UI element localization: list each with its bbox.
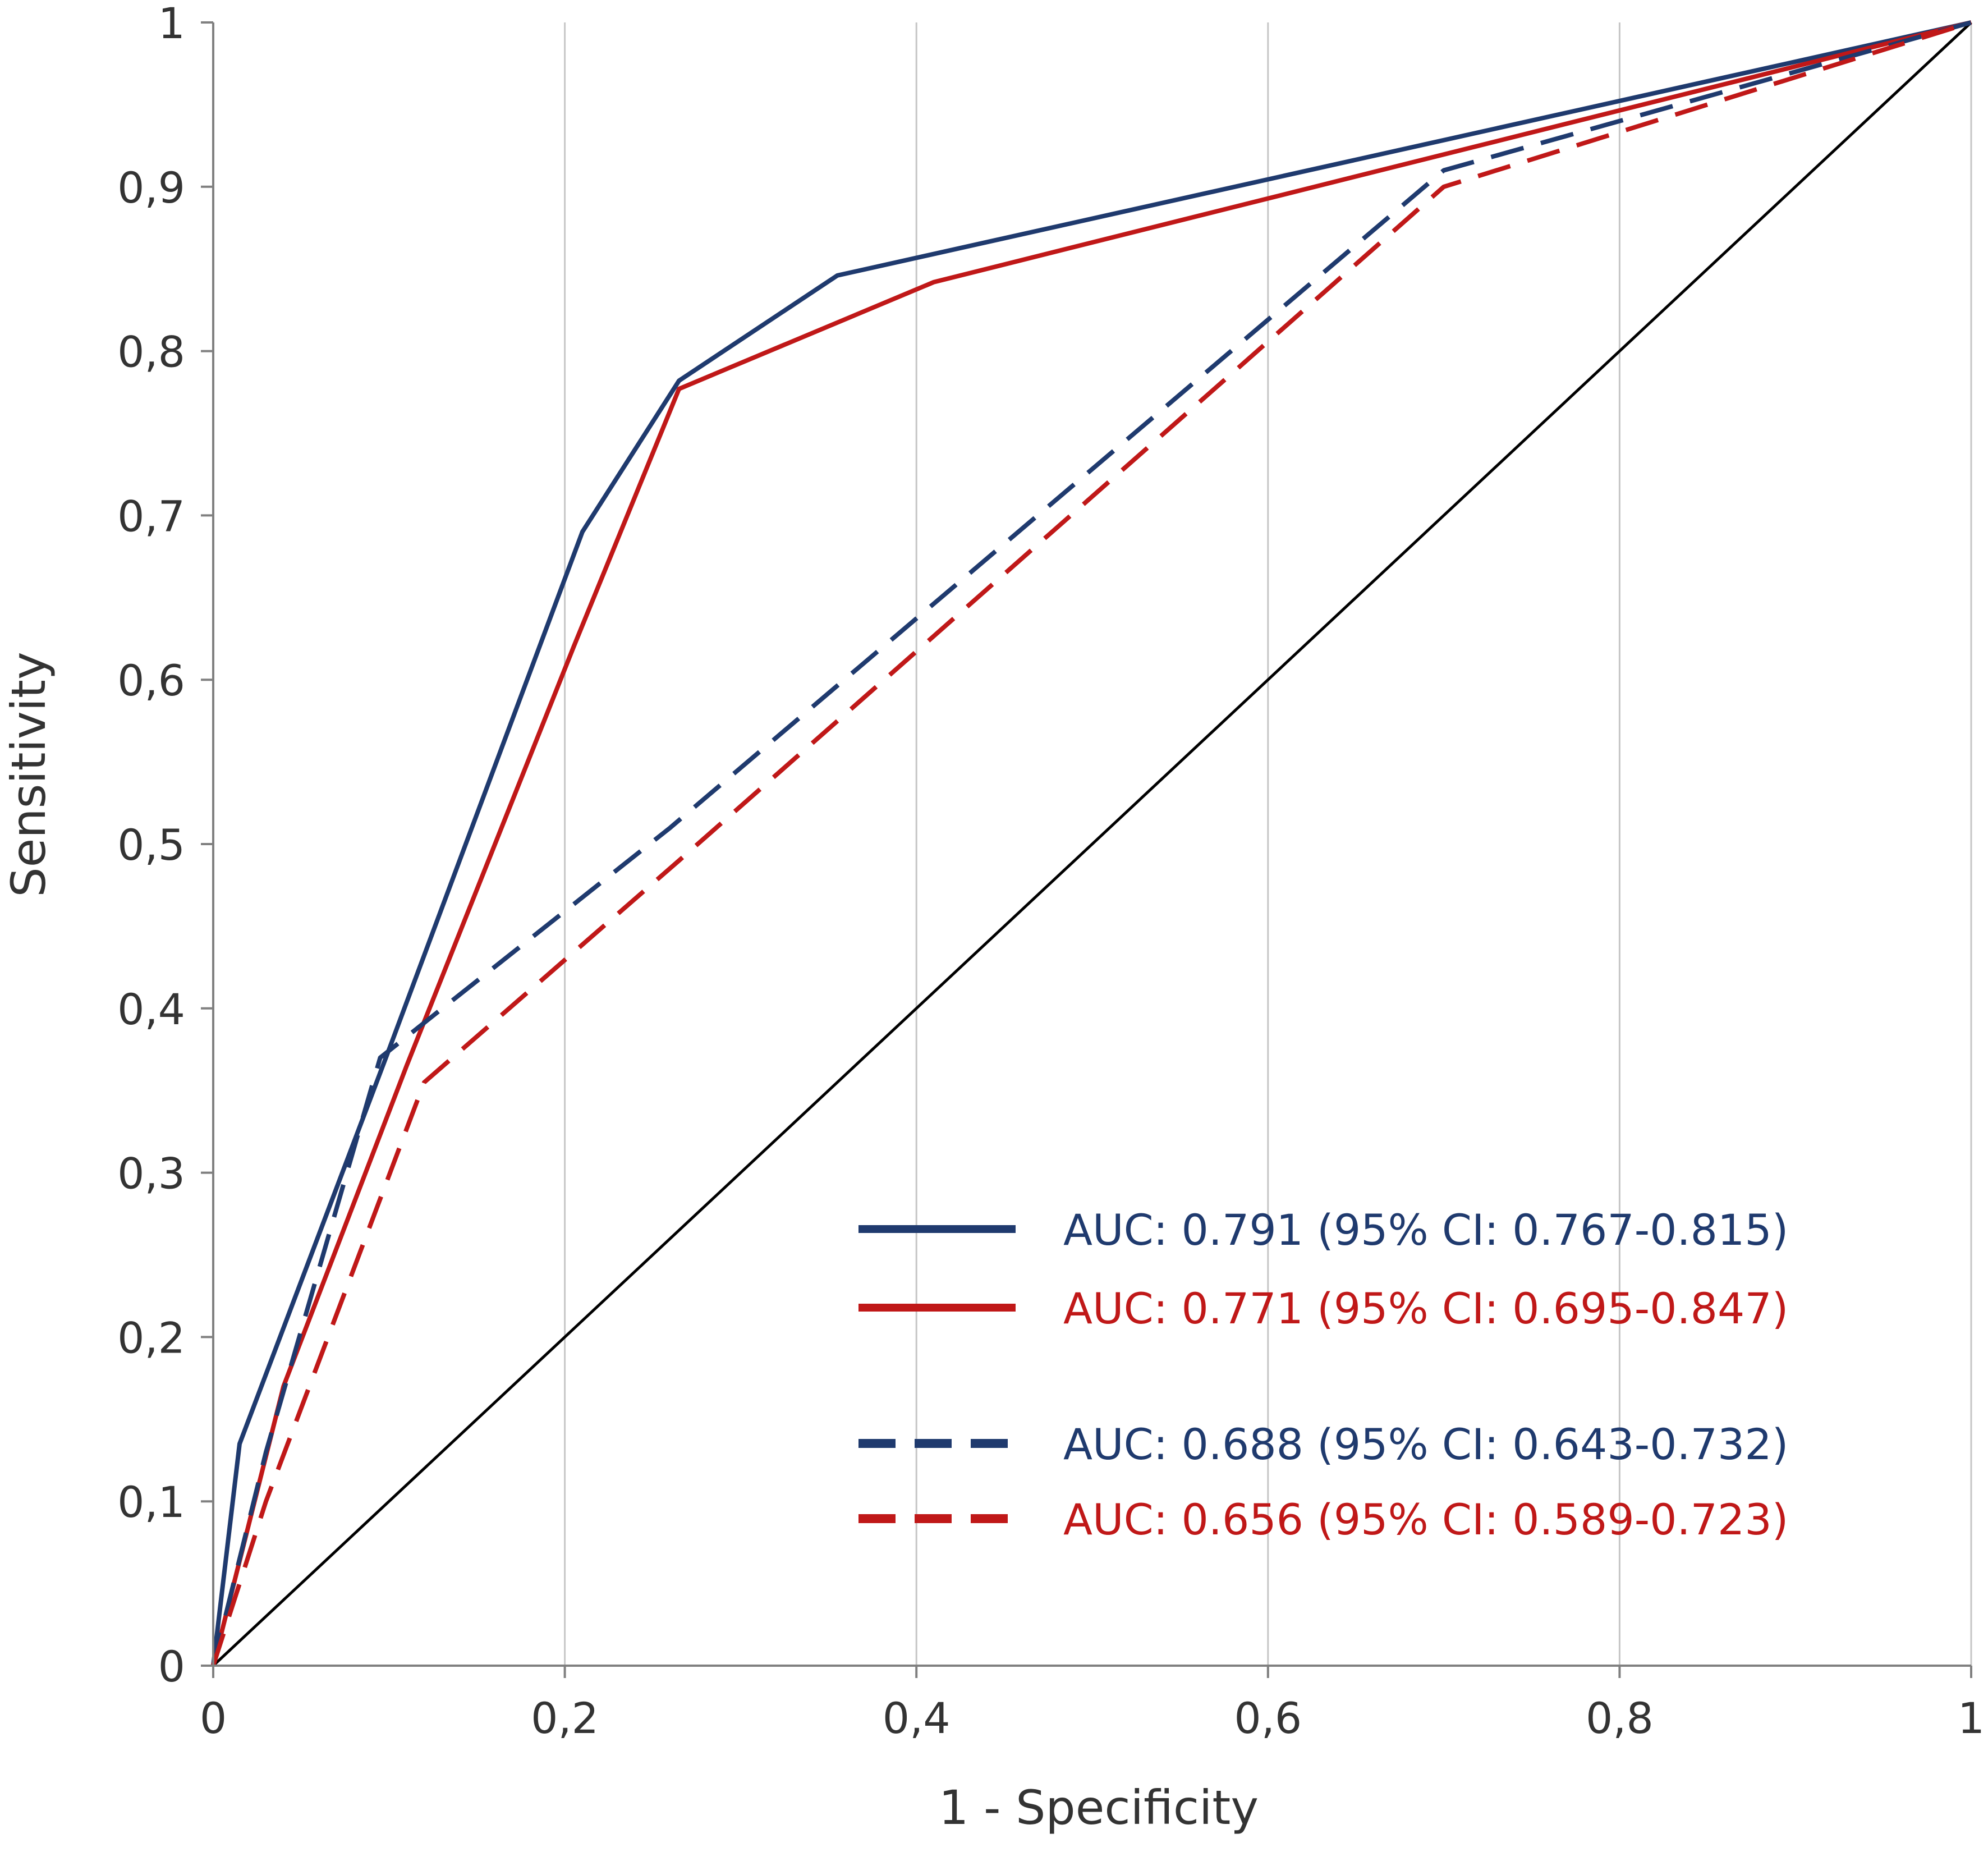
reference-diagonal-line [212, 21, 1972, 1667]
y-tick-label-3: 0,3 [117, 1149, 185, 1199]
y-tick-label-10: 1 [158, 0, 185, 48]
x-tick-label-0: 0 [200, 1693, 227, 1743]
series-line-2 [211, 20, 1972, 1666]
x-axis-label: 1 - Specificity [939, 1780, 1259, 1835]
axes [201, 21, 1972, 1678]
y-axis-label: Sensitivity [1, 652, 56, 897]
series-line-0 [211, 20, 1972, 1666]
x-tick-label-5: 1 [1958, 1693, 1985, 1743]
y-tick-label-8: 0,8 [117, 327, 185, 377]
legend: AUC: 0.791 (95% CI: 0.767-0.815) AUC: 0.7… [858, 1205, 1788, 1544]
y-tick-label-1: 0,1 [117, 1477, 185, 1527]
series-line-3 [211, 20, 1972, 1667]
y-tick-label-6: 0,6 [117, 655, 185, 705]
legend-label-3: AUC: 0.656 (95% CI: 0.589-0.723) [1063, 1495, 1788, 1544]
y-tick-label-4: 0,4 [117, 984, 185, 1034]
y-tick-label-9: 0,9 [117, 163, 185, 213]
tick-labels: 0 0,1 0,2 0,3 0,4 0,5 0,6 0,7 0,8 0,9 1 0 0,2 0,4 0,6 0… [117, 0, 1985, 1743]
y-tick-label-2: 0,2 [117, 1313, 185, 1363]
x-tick-label-1: 0,2 [531, 1693, 599, 1743]
reference-diagonal [212, 21, 1972, 1667]
legend-label-2: AUC: 0.688 (95% CI: 0.643-0.732) [1063, 1419, 1788, 1469]
roc-series [211, 20, 1972, 1667]
x-tick-label-3: 0,6 [1234, 1693, 1302, 1743]
y-tick-label-7: 0,7 [117, 491, 185, 541]
x-tick-label-2: 0,4 [883, 1693, 951, 1743]
y-tick-label-0: 0 [158, 1642, 185, 1691]
legend-label-1: AUC: 0.771 (95% CI: 0.695-0.847) [1063, 1283, 1788, 1333]
x-tick-label-4: 0,8 [1586, 1693, 1654, 1743]
legend-label-0: AUC: 0.791 (95% CI: 0.767-0.815) [1063, 1205, 1788, 1255]
y-tick-label-5: 0,5 [117, 820, 185, 870]
grid-lines [564, 22, 1972, 1666]
